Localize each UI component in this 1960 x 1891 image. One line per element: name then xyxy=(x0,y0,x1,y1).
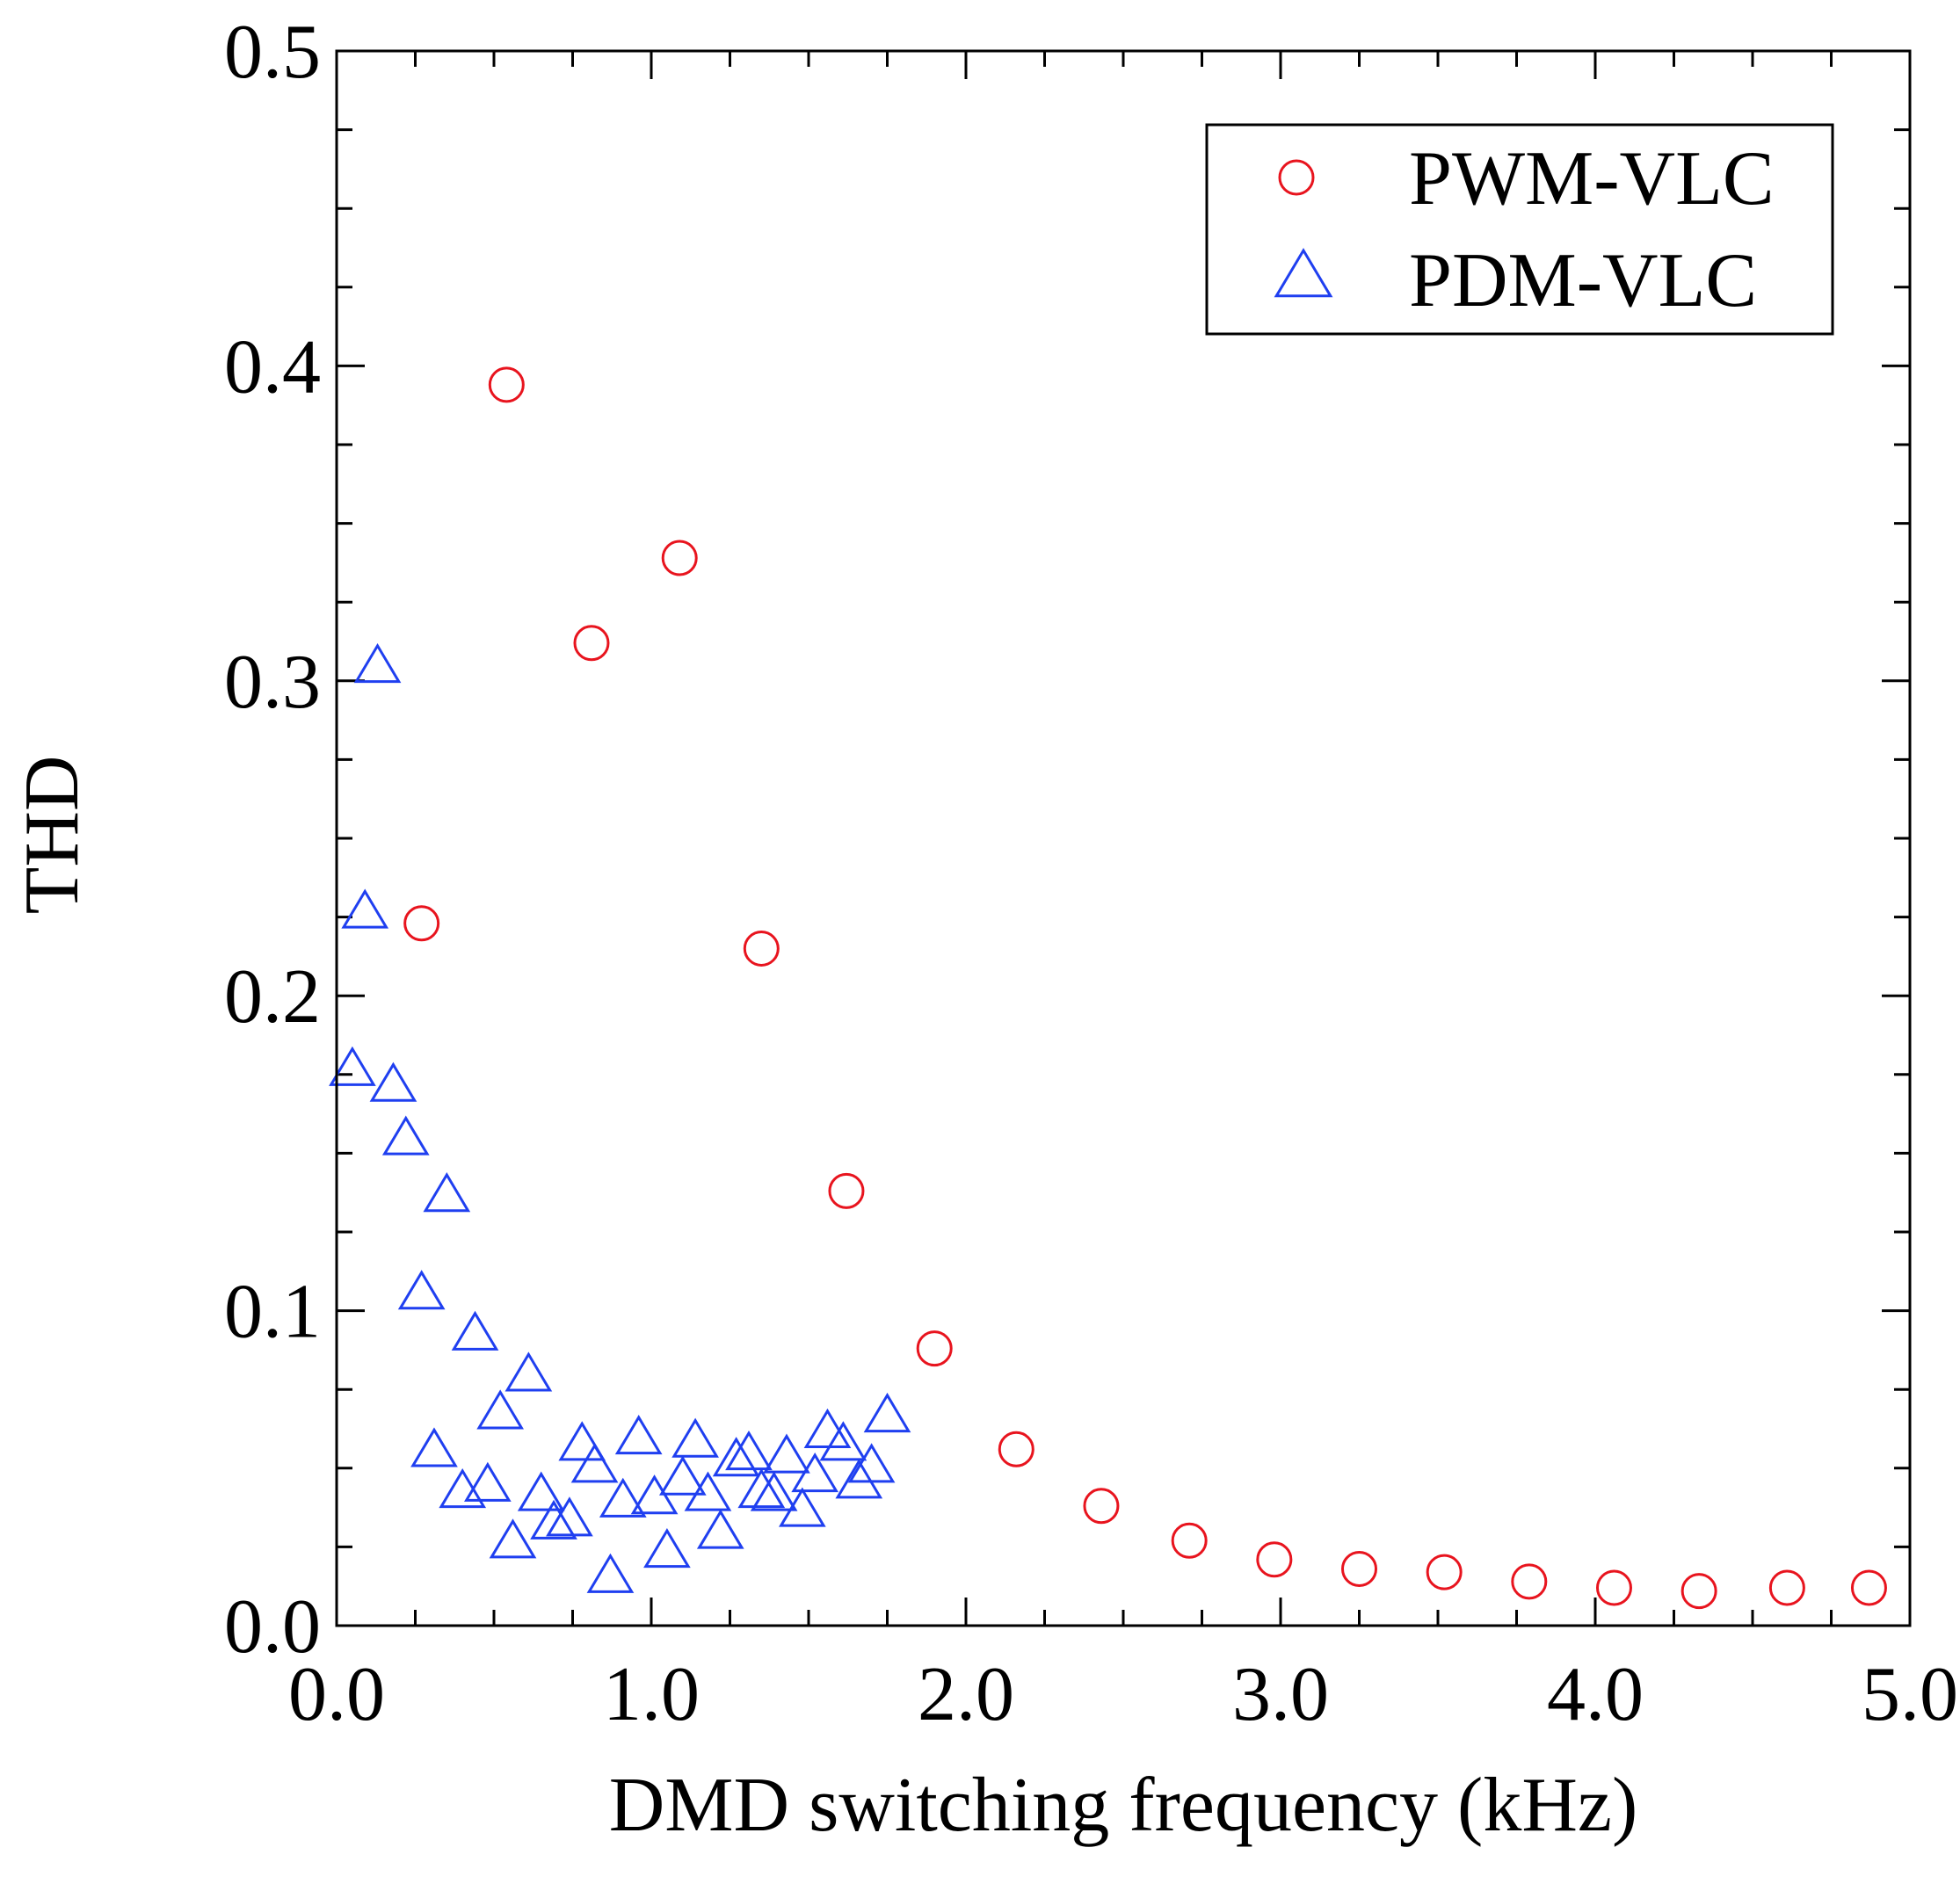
data-point-pdm-vlc xyxy=(505,1351,553,1392)
data-point-pdm-vlc xyxy=(381,1115,430,1156)
data-point-pwm-vlc xyxy=(1426,1554,1463,1590)
data-point-pdm-vlc xyxy=(819,1421,867,1461)
data-point-pdm-vlc xyxy=(696,1509,744,1549)
data-point-pdm-vlc xyxy=(763,1433,810,1474)
axis-tick-labels: 0.0 1.0 2.0 3.0 4.0 5.0 0.0 0.1 0.2 0.3 0.4 0.5 xyxy=(224,10,1958,1737)
legend-marker-pdm-vlc xyxy=(1274,248,1333,298)
y-tick-label: 0.3 xyxy=(224,640,321,725)
y-tick-label: 0.4 xyxy=(224,324,321,409)
data-points xyxy=(329,366,1887,1610)
y-tick-label: 0.5 xyxy=(224,10,321,95)
data-point-pdm-vlc xyxy=(779,1487,826,1527)
data-point-pdm-vlc xyxy=(476,1389,524,1430)
data-point-pdm-vlc xyxy=(725,1430,773,1471)
data-point-pwm-vlc xyxy=(573,625,610,662)
legend-marker-pwm-vlc xyxy=(1278,159,1315,196)
data-point-pdm-vlc xyxy=(847,1443,896,1483)
y-axis-label: THD xyxy=(10,756,95,915)
legend-label-pwm-vlc: PWM-VLC xyxy=(1409,136,1775,221)
data-point-pwm-vlc xyxy=(743,930,780,967)
data-point-pdm-vlc xyxy=(410,1427,458,1467)
data-point-pdm-vlc xyxy=(341,888,389,929)
data-point-pdm-vlc xyxy=(464,1461,512,1502)
y-tick-label: 0.0 xyxy=(224,1584,321,1670)
data-point-pwm-vlc xyxy=(1850,1569,1887,1606)
data-point-pwm-vlc xyxy=(1171,1522,1208,1559)
data-point-pdm-vlc xyxy=(803,1408,852,1448)
y-tick-label: 0.1 xyxy=(224,1270,321,1355)
data-point-pwm-vlc xyxy=(828,1172,865,1209)
data-point-pdm-vlc xyxy=(397,1270,446,1310)
data-point-pwm-vlc xyxy=(661,540,698,576)
legend-label-pdm-vlc: PDM-VLC xyxy=(1409,238,1757,323)
data-point-pdm-vlc xyxy=(546,1496,593,1537)
data-point-pwm-vlc xyxy=(1595,1569,1632,1606)
data-point-pwm-vlc xyxy=(1511,1563,1548,1600)
x-tick-label: 3.0 xyxy=(1232,1652,1329,1737)
data-point-pdm-vlc xyxy=(489,1518,537,1559)
data-point-pdm-vlc xyxy=(643,1528,691,1569)
data-point-pwm-vlc xyxy=(488,366,525,403)
data-point-pdm-vlc xyxy=(599,1477,647,1518)
data-point-pdm-vlc xyxy=(712,1437,760,1477)
data-point-pdm-vlc xyxy=(353,642,402,684)
data-point-pwm-vlc xyxy=(998,1431,1034,1467)
data-point-pdm-vlc xyxy=(737,1467,786,1509)
data-point-pwm-vlc xyxy=(1256,1541,1293,1578)
data-point-pdm-vlc xyxy=(791,1453,838,1493)
data-point-pdm-vlc xyxy=(863,1392,911,1433)
data-point-pwm-vlc xyxy=(1768,1569,1805,1606)
plot-frame xyxy=(335,49,1912,1627)
data-point-pwm-vlc xyxy=(1681,1573,1717,1610)
x-tick-label: 0.0 xyxy=(288,1652,385,1737)
legend-box xyxy=(1205,123,1834,336)
x-tick-label: 4.0 xyxy=(1547,1652,1644,1737)
data-point-pwm-vlc xyxy=(1341,1550,1377,1587)
data-point-pdm-vlc xyxy=(750,1471,798,1511)
data-point-pdm-vlc xyxy=(558,1421,606,1461)
data-point-pdm-vlc xyxy=(658,1455,707,1496)
legend: PWM-VLC PDM-VLC xyxy=(1205,123,1834,336)
data-point-pdm-vlc xyxy=(671,1417,719,1458)
data-point-pdm-vlc xyxy=(423,1172,471,1213)
x-axis-label: DMD switching frequency (kHz) xyxy=(609,1763,1638,1848)
data-point-pdm-vlc xyxy=(329,1046,376,1086)
data-point-pdm-vlc xyxy=(684,1471,732,1511)
data-point-pdm-vlc xyxy=(586,1553,635,1593)
data-point-pdm-vlc xyxy=(369,1061,417,1102)
x-tick-label: 5.0 xyxy=(1862,1652,1958,1737)
data-point-pwm-vlc xyxy=(403,905,440,942)
data-point-pdm-vlc xyxy=(614,1415,663,1455)
x-tick-label: 1.0 xyxy=(603,1652,700,1737)
y-tick-label: 0.2 xyxy=(224,954,321,1040)
x-tick-label: 2.0 xyxy=(918,1652,1014,1737)
data-point-pdm-vlc xyxy=(530,1499,577,1540)
data-point-pwm-vlc xyxy=(916,1330,953,1367)
data-point-pdm-vlc xyxy=(570,1443,619,1483)
data-point-pdm-vlc xyxy=(451,1310,499,1351)
data-point-pdm-vlc xyxy=(835,1459,883,1499)
data-point-pwm-vlc xyxy=(1083,1488,1120,1525)
data-point-pdm-vlc xyxy=(517,1471,565,1511)
